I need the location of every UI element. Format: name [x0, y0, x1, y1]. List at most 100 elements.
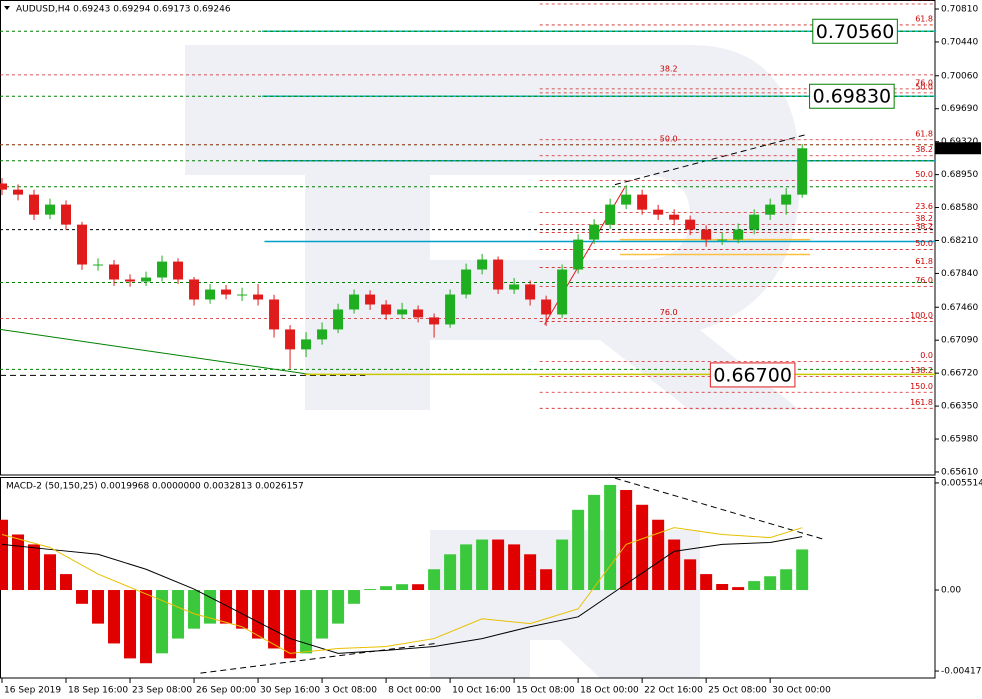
candle-body: [397, 309, 408, 315]
x-tick-label: 26 Sep 00:00: [196, 686, 256, 696]
fib-label: 76.0: [915, 78, 933, 87]
x-tick-label: 18 Sep 16:00: [68, 686, 128, 696]
x-tick-label: 16 Sep 2019: [4, 686, 61, 696]
candle-body: [621, 194, 632, 205]
histogram-bar: [748, 581, 761, 591]
candle-body: [349, 294, 360, 310]
candle-body: [109, 264, 120, 280]
candle-body: [269, 299, 280, 330]
histogram-bar: [476, 539, 489, 591]
candle-body: [781, 194, 792, 205]
candle-body: [589, 224, 600, 240]
last-price-label: 0.69246: [939, 144, 976, 154]
x-tick-label: 22 Oct 16:00: [644, 686, 703, 696]
candle-body: [93, 264, 104, 266]
fib-label: 61.8: [915, 14, 933, 23]
histogram-bar: [220, 590, 233, 624]
price-label-box: [809, 83, 895, 109]
candle-body: [573, 239, 584, 270]
histogram-bar: [124, 590, 137, 659]
candle-body: [605, 204, 616, 225]
fib-label: 161.8: [910, 398, 933, 407]
fib-label: 76.0: [915, 276, 933, 285]
fib-label: 23.6: [915, 202, 933, 211]
histogram-bar: [732, 587, 745, 591]
y-tick-label: 0.70060: [941, 71, 978, 81]
histogram-bar: [60, 574, 73, 591]
fib-label: 50.0: [915, 170, 933, 179]
y-tick-label: 0.66720: [941, 369, 978, 379]
candle-body: [429, 317, 440, 325]
candle-body: [141, 277, 152, 282]
candle-body: [525, 284, 536, 300]
y-tick-label: 0.67840: [941, 269, 978, 279]
candle-body: [365, 294, 376, 305]
histogram-bar: [44, 554, 57, 591]
fib-label: 38.2: [915, 214, 933, 223]
histogram-bar: [636, 504, 649, 591]
y-tick-label: 0.66350: [941, 402, 978, 412]
candle-body: [733, 229, 744, 240]
trendline: [614, 134, 806, 186]
price-label: 0.66700: [713, 364, 792, 386]
histogram-bar: [492, 539, 505, 591]
fib-label: 38.2: [660, 64, 678, 73]
candle-body: [45, 204, 56, 215]
histogram-bar: [588, 494, 601, 591]
y-tick-label: 0.68210: [941, 236, 978, 246]
y-tick-label: 0.0055147: [941, 478, 982, 488]
histogram-bar: [284, 590, 297, 659]
candle-body: [653, 209, 664, 215]
candle-body: [221, 289, 232, 295]
histogram-bar: [572, 509, 585, 591]
histogram-bar: [108, 590, 121, 644]
histogram-bar: [0, 519, 9, 591]
x-tick-label: 30 Sep 16:00: [260, 686, 320, 696]
x-tick-label: 10 Oct 16:00: [452, 686, 511, 696]
candle-body: [301, 339, 312, 350]
x-tick-label: 25 Oct 08:00: [708, 686, 767, 696]
candle-body: [557, 269, 568, 315]
fib-label: 100.0: [910, 0, 933, 3]
histogram-bar: [716, 584, 729, 591]
histogram-bar: [412, 584, 425, 591]
candle-body: [125, 279, 136, 282]
price-label: 0.69830: [813, 86, 892, 108]
price-label-box: [812, 18, 898, 44]
x-tick-label: 3 Oct 08:00: [324, 686, 377, 696]
y-tick-label: 0.65610: [941, 467, 978, 477]
histogram-bar: [796, 549, 809, 591]
candle-body: [173, 261, 184, 280]
histogram-bar: [28, 544, 41, 591]
indicator-line: [1, 536, 803, 654]
candle-body: [493, 259, 504, 290]
histogram-bar: [268, 590, 281, 649]
candle-body: [285, 329, 296, 350]
y-tick-label: -0.004171: [941, 667, 982, 677]
candle-body: [61, 204, 72, 225]
fib-label: 38.2: [915, 145, 933, 154]
trendline: [0, 328, 311, 375]
candle-body: [205, 289, 216, 300]
fib-label: 50.0: [915, 82, 933, 91]
fib-label: 150.0: [910, 382, 933, 391]
price-label: 0.70560: [816, 21, 895, 43]
y-tick-label: 0.68580: [941, 203, 978, 213]
fib-label: 38.2: [915, 222, 933, 231]
trendline: [614, 477, 825, 541]
price-label-box: [709, 362, 796, 388]
x-tick-label: 8 Oct 00:00: [388, 686, 441, 696]
y-tick-label: 0.69320: [941, 137, 978, 147]
histogram-bar: [556, 539, 569, 591]
last-price-box: [935, 142, 981, 155]
fib-label: 76.0: [660, 308, 678, 317]
histogram-bar: [140, 590, 153, 664]
candle-body: [637, 194, 648, 210]
y-tick-label: 0.65980: [941, 435, 978, 445]
histogram-bar: [684, 559, 697, 591]
candle-body: [509, 284, 520, 290]
candle-body: [717, 239, 728, 241]
histogram-bar: [172, 590, 185, 639]
histogram-bar: [300, 590, 313, 654]
